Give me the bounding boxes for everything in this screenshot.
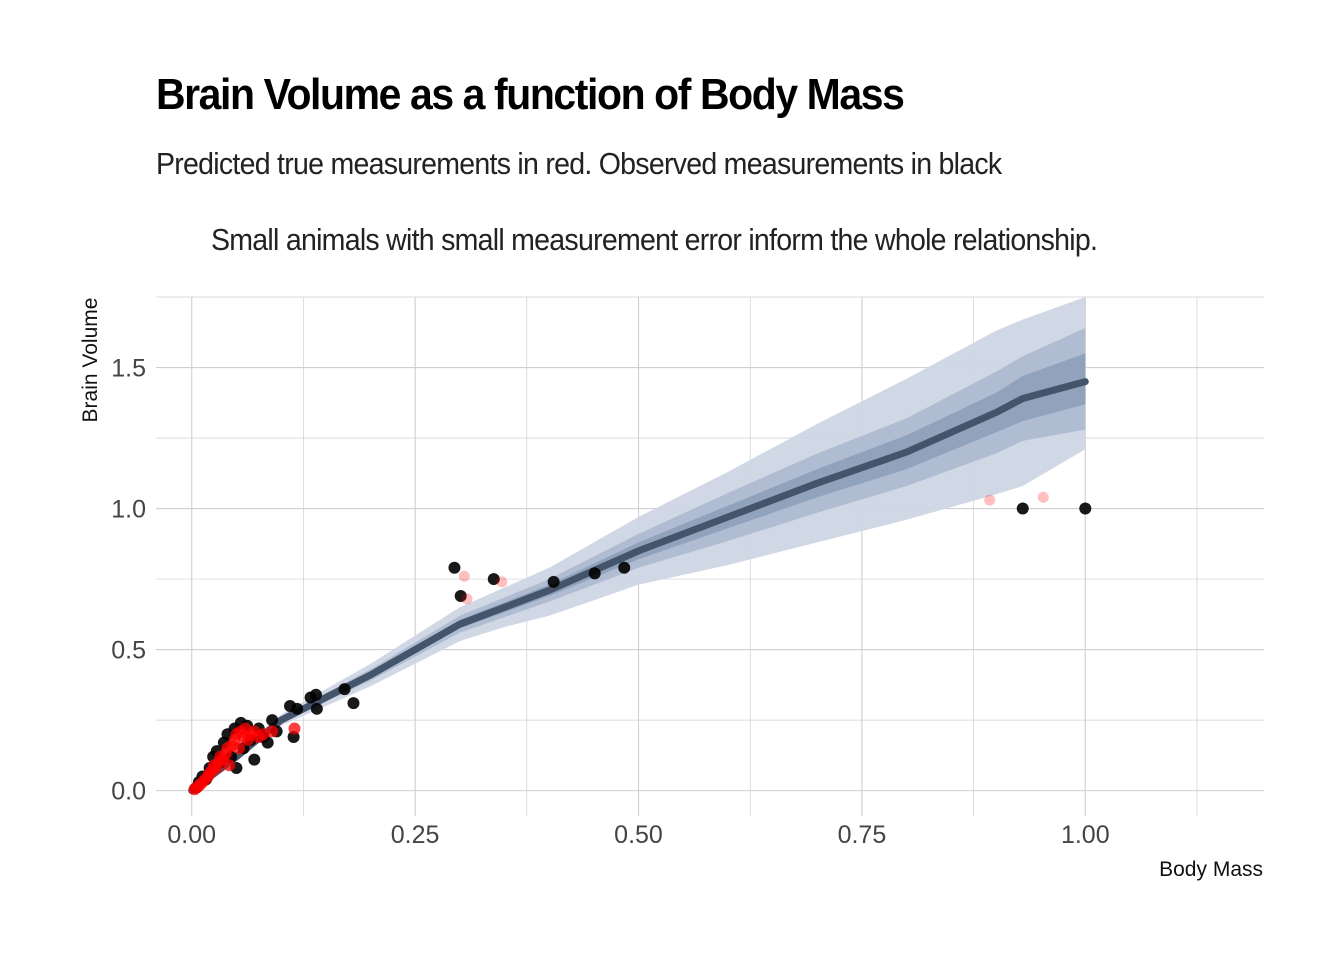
observed-point <box>309 688 322 701</box>
predicted-point <box>1037 491 1049 503</box>
chart-caption: Small animals with small measurement err… <box>211 222 1098 257</box>
predicted-point <box>233 742 246 755</box>
credible-bands <box>191 297 1086 791</box>
x-tick-label: 0.75 <box>838 821 887 849</box>
observed-point <box>338 683 351 696</box>
y-axis-ticks: 0.0 0.5 1.0 1.5 <box>111 355 146 806</box>
predicted-point <box>288 722 301 735</box>
x-tick-label: 1.00 <box>1061 821 1110 849</box>
observed-point <box>291 702 304 715</box>
y-tick-label: 1.0 <box>111 496 146 524</box>
predicted-point <box>458 570 470 582</box>
x-tick-label: 0.50 <box>614 821 663 849</box>
x-tick-label: 0.25 <box>391 821 440 849</box>
x-tick-label: 0.00 <box>167 821 216 849</box>
observed-point <box>618 561 631 574</box>
credible-band-inner <box>191 353 1086 791</box>
predicted-point <box>266 725 279 738</box>
observed-point <box>547 575 560 588</box>
predicted-point <box>223 759 236 772</box>
observed-point <box>448 561 461 574</box>
predicted-points <box>188 491 1049 796</box>
chart-subtitle: Predicted true measurements in red. Obse… <box>156 146 1002 181</box>
predicted-point <box>984 494 996 506</box>
observed-point <box>1079 502 1092 515</box>
y-tick-label: 1.5 <box>111 355 146 383</box>
y-tick-label: 0.0 <box>111 778 146 806</box>
grid-lines <box>156 296 1264 816</box>
y-axis-title: Brain Volume <box>79 298 102 423</box>
observed-point <box>347 697 360 710</box>
observed-point <box>266 714 279 727</box>
observed-point <box>310 702 323 715</box>
x-axis-ticks: 0.00 0.25 0.50 0.75 1.00 <box>167 821 1109 849</box>
observed-point <box>454 589 467 602</box>
chart-title: Brain Volume as a function of Body Mass <box>156 70 905 119</box>
y-tick-label: 0.5 <box>111 637 146 665</box>
predicted-point <box>496 576 508 588</box>
observed-point <box>248 753 261 766</box>
observed-point <box>588 567 601 580</box>
predicted-point <box>461 593 473 605</box>
observed-point <box>1016 502 1029 515</box>
x-axis-title: Body Mass <box>1159 858 1263 881</box>
observed-point <box>487 573 500 586</box>
